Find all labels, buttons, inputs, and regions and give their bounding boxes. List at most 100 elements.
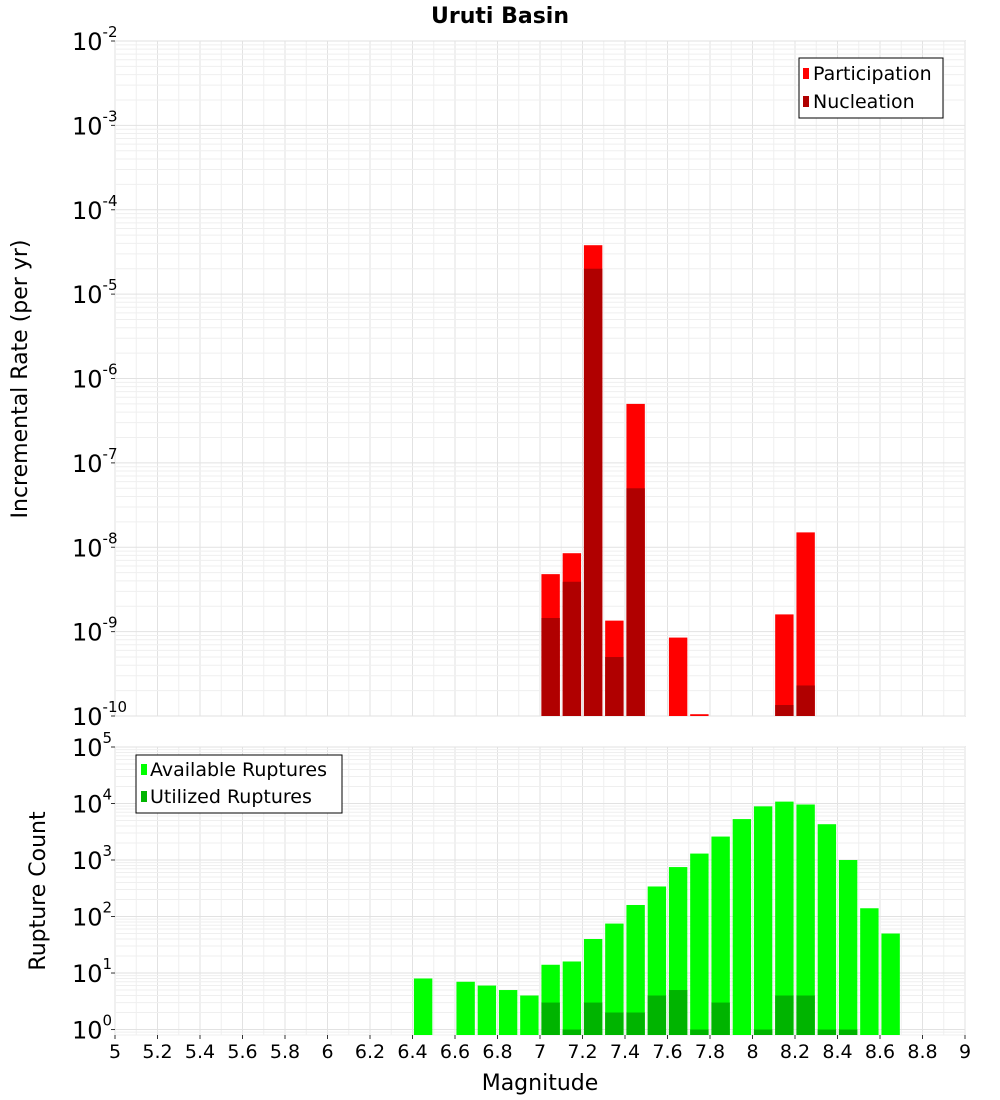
x-tick-label: 7.2	[567, 1041, 597, 1063]
bar-utilized-ruptures	[775, 995, 794, 1035]
bar-utilized-ruptures	[626, 1012, 645, 1035]
bar-participation	[796, 532, 815, 716]
count-legend-box	[135, 754, 343, 814]
bar-available-ruptures	[817, 824, 837, 1035]
x-tick-label: 5.2	[142, 1041, 172, 1063]
y-tick-label: 10-6	[72, 361, 118, 394]
bar-utilized-ruptures	[541, 1002, 560, 1035]
y-tick-label: 10-7	[72, 445, 118, 478]
bar-participation	[668, 637, 688, 716]
x-tick-label: 6.6	[440, 1041, 470, 1063]
y-tick-label: 10-10	[72, 698, 127, 731]
bar-available-ruptures	[605, 923, 624, 1035]
bar-available-ruptures	[562, 961, 582, 1035]
x-tick-label: 8.6	[865, 1041, 895, 1063]
rate-legend: Participation Nucleation	[798, 57, 944, 119]
count-plot: 100 101 102 103 104 105 5 5.2 5.4 5.6 5.8 6 6.2 6.4 6…	[26, 729, 971, 1096]
bar-nucleation	[775, 705, 794, 716]
bar-available-ruptures	[456, 981, 475, 1035]
bar-available-ruptures	[881, 933, 900, 1035]
bar-nucleation	[583, 268, 603, 716]
x-tick-label: 6.4	[397, 1041, 427, 1063]
legend-label-nucleation: Nucleation	[813, 91, 915, 113]
rate-y-axis-title: Incremental Rate (per yr)	[8, 240, 33, 519]
bar-available-ruptures	[690, 853, 709, 1035]
x-tick-label: 7.4	[610, 1041, 640, 1063]
magnitude-x-axis-ticks: 5 5.2 5.4 5.6 5.8 6 6.2 6.4 6.6 6.8 7 7.2 7.4 7.6 7.8 8…	[109, 1035, 971, 1063]
bar-available-ruptures	[477, 985, 497, 1035]
x-tick-label: 8.2	[780, 1041, 810, 1063]
bar-utilized-ruptures	[690, 1029, 709, 1035]
bar-available-ruptures	[838, 860, 858, 1035]
x-tick-label: 5.6	[227, 1041, 257, 1063]
x-tick-label: 8	[746, 1041, 758, 1063]
legend-label-utilized: Utilized Ruptures	[150, 786, 312, 808]
x-tick-label: 6.8	[482, 1041, 512, 1063]
x-tick-label: 5	[109, 1041, 121, 1063]
bar-available-ruptures	[860, 908, 879, 1035]
x-tick-label: 9	[959, 1041, 971, 1063]
chart-title: Uruti Basin	[431, 4, 569, 29]
x-tick-label: 7.8	[695, 1041, 725, 1063]
legend-label-participation: Participation	[813, 63, 932, 85]
y-tick-label: 105	[72, 729, 112, 762]
bar-available-ruptures	[711, 836, 730, 1035]
legend-swatch-available	[141, 764, 147, 775]
bar-participation	[690, 714, 709, 716]
bar-available-ruptures	[413, 978, 433, 1035]
bar-utilized-ruptures	[711, 1002, 730, 1035]
y-tick-label: 10-3	[72, 107, 118, 140]
y-tick-label: 101	[72, 955, 112, 988]
y-tick-label: 104	[72, 786, 112, 819]
legend-label-available: Available Ruptures	[150, 759, 327, 781]
x-tick-label: 8.8	[907, 1041, 937, 1063]
rate-plot-grid	[114, 40, 966, 717]
y-tick-label: 102	[72, 899, 112, 932]
bar-available-ruptures	[732, 819, 752, 1035]
bar-utilized-ruptures	[647, 995, 667, 1035]
bar-utilized-ruptures	[838, 1029, 858, 1035]
legend-swatch-participation	[803, 68, 809, 79]
y-tick-label: 103	[72, 842, 112, 875]
legend-swatch-utilized	[141, 791, 147, 802]
x-tick-label: 7.6	[652, 1041, 682, 1063]
count-plot-bars	[413, 801, 900, 1035]
bar-available-ruptures	[796, 804, 815, 1035]
bar-utilized-ruptures	[668, 990, 688, 1035]
rate-plot: 10-2 10-3 10-4 10-5 10-6 10-7 10-8 10-9 10-10 Pa…	[8, 23, 966, 731]
bar-nucleation	[605, 657, 624, 716]
y-tick-label: 10-4	[72, 192, 118, 225]
bar-available-ruptures	[775, 801, 794, 1035]
y-tick-label: 10-8	[72, 529, 118, 562]
x-tick-label: 5.4	[185, 1041, 215, 1063]
bar-utilized-ruptures	[753, 1029, 773, 1035]
bar-available-ruptures	[520, 995, 539, 1035]
y-tick-label: 100	[72, 1012, 112, 1045]
x-tick-label: 5.8	[270, 1041, 300, 1063]
bar-nucleation	[562, 581, 582, 716]
bar-utilized-ruptures	[796, 995, 815, 1035]
count-legend: Available Ruptures Utilized Ruptures	[135, 754, 343, 814]
x-tick-label: 6	[321, 1041, 333, 1063]
x-tick-label: 6.2	[355, 1041, 385, 1063]
rate-y-axis-ticks: 10-2 10-3 10-4 10-5 10-6 10-7 10-8 10-9 10-10	[72, 23, 127, 731]
bar-nucleation	[796, 685, 815, 716]
bar-nucleation	[626, 488, 645, 716]
bar-utilized-ruptures	[605, 1012, 624, 1035]
bar-utilized-ruptures	[817, 1029, 837, 1035]
y-tick-label: 10-5	[72, 276, 118, 309]
bar-available-ruptures	[626, 904, 645, 1035]
x-axis-title: Magnitude	[482, 1071, 599, 1096]
count-y-axis-title: Rupture Count	[26, 811, 51, 971]
bar-available-ruptures	[753, 806, 773, 1035]
bar-participation	[775, 614, 794, 716]
y-tick-label: 10-2	[72, 23, 118, 56]
x-tick-label: 7	[534, 1041, 546, 1063]
legend-swatch-nucleation	[803, 96, 809, 107]
y-tick-label: 10-9	[72, 614, 118, 647]
x-tick-label: 8.4	[822, 1041, 852, 1063]
count-y-axis-ticks: 100 101 102 103 104 105	[72, 729, 115, 1045]
bar-available-ruptures	[498, 990, 518, 1035]
bar-utilized-ruptures	[583, 1002, 603, 1035]
